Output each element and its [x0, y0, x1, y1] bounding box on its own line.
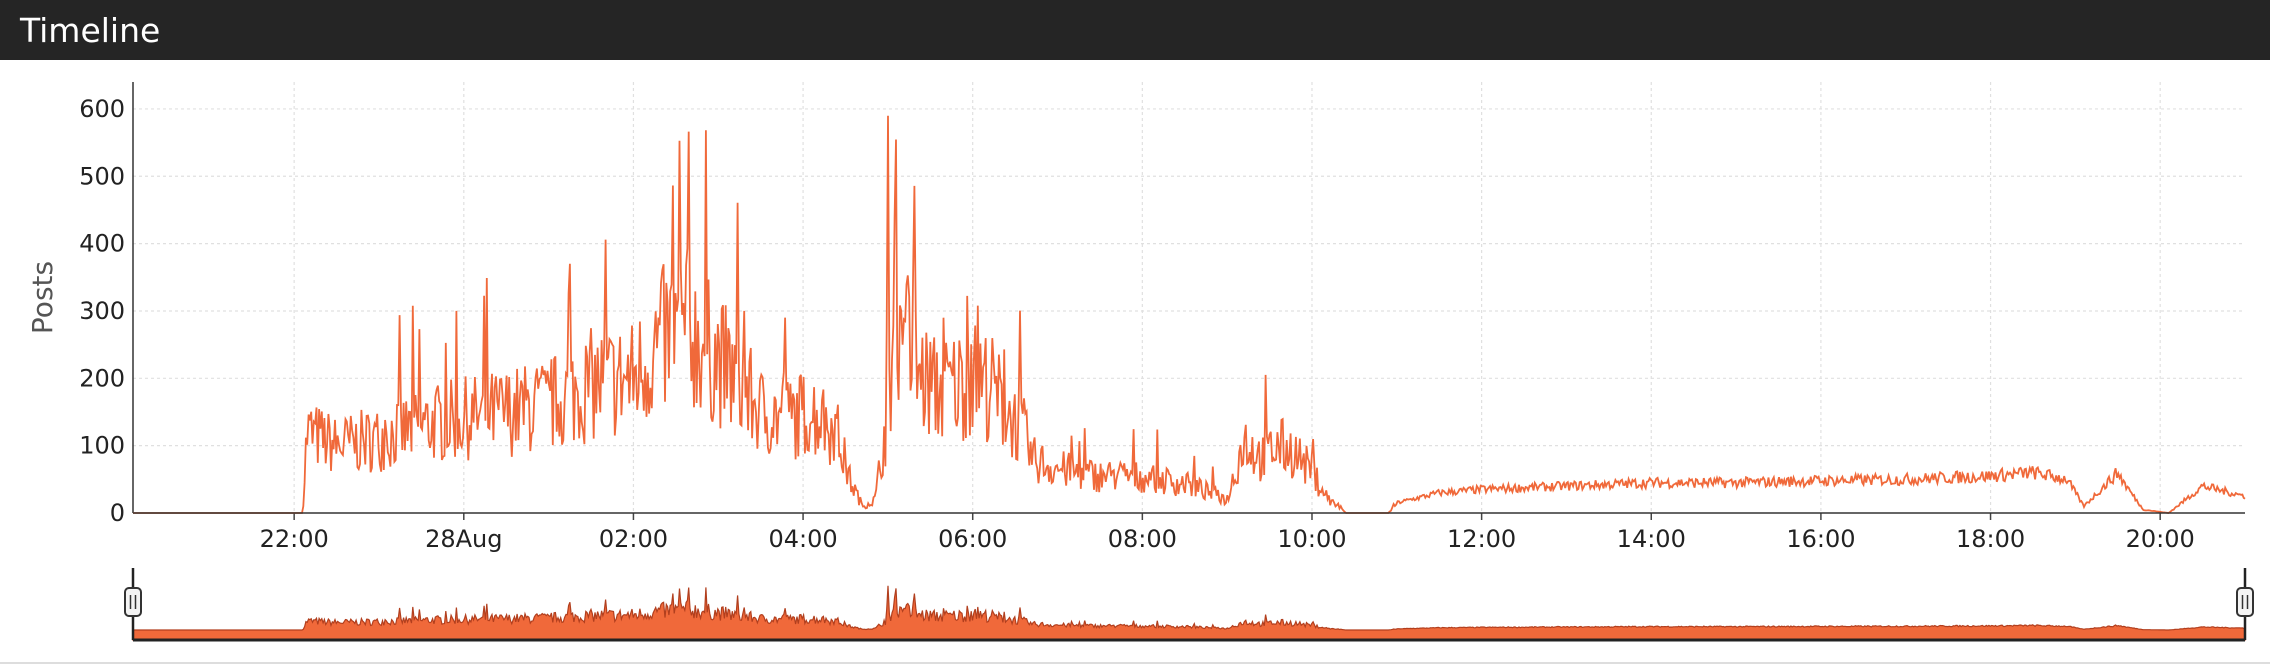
range-navigator[interactable] — [124, 568, 2254, 642]
y-tick-label: 100 — [79, 432, 125, 460]
range-handle-right[interactable] — [2236, 568, 2254, 640]
x-tick-label: 04:00 — [768, 525, 837, 553]
y-axis: 0 100 200 300 400 500 600 — [79, 82, 134, 527]
x-tick-label: 06:00 — [938, 525, 1007, 553]
x-tick-label: 28Aug — [425, 525, 502, 553]
x-tick-label: 14:00 — [1617, 525, 1686, 553]
x-tick-label: 18:00 — [1956, 525, 2025, 553]
y-tick-label: 200 — [79, 364, 125, 392]
y-tick-label: 600 — [79, 95, 125, 123]
y-axis-label: Posts — [26, 261, 59, 334]
x-tick-label: 12:00 — [1447, 525, 1516, 553]
panel-title: Timeline — [20, 11, 161, 50]
x-tick-label: 02:00 — [599, 525, 668, 553]
x-tick-label: 20:00 — [2126, 525, 2195, 553]
x-tick-label: 22:00 — [260, 525, 329, 553]
grid — [133, 82, 2245, 513]
x-tick-label: 08:00 — [1108, 525, 1177, 553]
panel-header: Timeline — [0, 0, 2270, 60]
y-tick-label: 400 — [79, 230, 125, 258]
y-tick-label: 300 — [79, 297, 125, 325]
y-tick-label: 500 — [79, 162, 125, 190]
posts-series-line — [133, 115, 2246, 514]
range-handle-left[interactable] — [124, 568, 142, 640]
handle-grip[interactable] — [2236, 587, 2254, 617]
panel-border — [0, 662, 2270, 664]
handle-grip[interactable] — [124, 587, 142, 617]
x-tick-label: 10:00 — [1277, 525, 1346, 553]
x-axis: 22:00 28Aug 02:00 04:00 06:00 08:00 10:00 12:00… — [260, 513, 2195, 553]
x-tick-label: 16:00 — [1786, 525, 1855, 553]
overview-area — [132, 585, 2246, 641]
y-tick-label: 0 — [110, 499, 125, 527]
